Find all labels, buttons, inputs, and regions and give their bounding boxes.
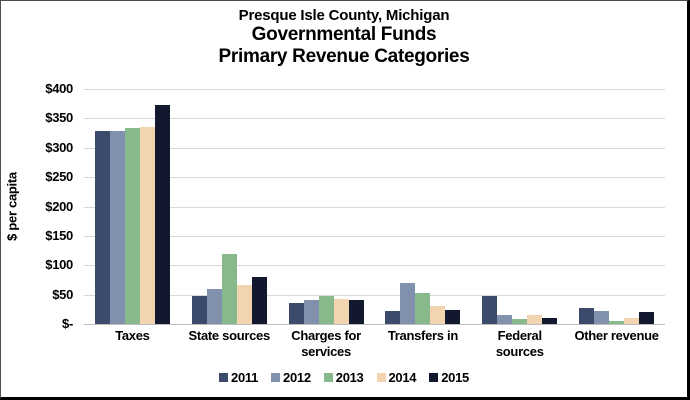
gridline: [84, 206, 665, 208]
y-tick-label: $250: [45, 169, 73, 185]
gridline: [84, 118, 665, 120]
y-tick-label: $50: [52, 286, 73, 302]
bar-group-state-sources: [181, 89, 278, 324]
y-tick-label: $100: [45, 257, 73, 273]
bar-2011-transfers-in: [385, 311, 401, 324]
y-tick-label: $200: [45, 198, 73, 214]
x-category-label: State sources: [188, 328, 271, 343]
legend-label-2014: 2014: [388, 370, 417, 385]
legend-marker-2011: [219, 373, 229, 382]
gridline: [84, 235, 665, 237]
gridline: [84, 294, 665, 296]
x-category-label: Transfers in: [387, 328, 458, 343]
bar-2014-other-revenue: [624, 318, 640, 324]
bar-2011-state-sources: [191, 296, 207, 324]
gridline: [84, 265, 665, 267]
legend-item-2013: 2013: [323, 370, 364, 385]
bar-2015-charges-for-services: [348, 300, 364, 324]
bar-2014-taxes: [139, 127, 155, 324]
bar-2015-taxes: [154, 105, 170, 324]
chart-title-block: Presque Isle County, Michigan Government…: [1, 7, 687, 68]
x-category-label: Charges for services: [291, 328, 361, 359]
legend-item-2011: 2011: [219, 370, 258, 385]
legend-item-2012: 2012: [271, 370, 311, 385]
legend-label-2012: 2012: [283, 370, 311, 385]
gridline: [84, 177, 665, 179]
bar-2011-federal-sources: [482, 296, 498, 324]
bar-2012-state-sources: [206, 289, 222, 324]
bar-group-other-revenue: [568, 89, 665, 324]
bar-group-transfers-in: [375, 89, 472, 324]
y-tick-label: $350: [45, 110, 73, 126]
bar-2013-other-revenue: [609, 321, 625, 324]
x-category-label: Taxes: [115, 328, 150, 343]
bar-2014-transfers-in: [430, 306, 446, 324]
gridline: [84, 89, 665, 90]
bar-2011-other-revenue: [579, 308, 595, 324]
bar-group-federal-sources: [471, 89, 568, 324]
legend-label-2015: 2015: [441, 370, 469, 385]
bar-2015-state-sources: [251, 277, 267, 324]
bar-2014-charges-for-services: [333, 299, 349, 324]
y-tick-label: $-: [62, 316, 73, 331]
legend-label-2013: 2013: [335, 370, 364, 385]
bar-2012-taxes: [109, 131, 125, 324]
bar-2011-charges-for-services: [288, 303, 304, 324]
bar-2012-charges-for-services: [303, 300, 319, 324]
bar-2012-transfers-in: [400, 283, 416, 324]
bar-2014-federal-sources: [527, 315, 543, 324]
legend-item-2014: 2014: [376, 370, 417, 385]
x-category-label: Other revenue: [574, 328, 659, 343]
chart-subtitle: Presque Isle County, Michigan: [238, 7, 450, 24]
bar-group-charges-for-services: [278, 89, 375, 324]
legend-marker-2015: [429, 373, 439, 382]
gridline: [84, 147, 665, 149]
bar-2013-federal-sources: [512, 319, 528, 324]
plot-area: [84, 89, 665, 325]
y-tick-label: $150: [45, 227, 73, 243]
legend-marker-2014: [376, 373, 386, 382]
chart-title-line3: Primary Revenue Categories: [218, 45, 470, 67]
bar-2011-taxes: [94, 131, 110, 324]
bar-2015-federal-sources: [542, 318, 558, 324]
y-tick-label: $400: [45, 81, 73, 96]
y-tick-label: $300: [45, 139, 73, 155]
bar-group-taxes: [84, 89, 181, 324]
legend-item-2015: 2015: [429, 370, 469, 385]
x-category-label: Federal sources: [495, 328, 544, 359]
legend-marker-2013: [323, 373, 333, 382]
bar-2013-state-sources: [221, 254, 237, 324]
bar-2013-taxes: [124, 128, 140, 324]
x-axis-line: [84, 324, 665, 325]
legend: 2011 2012 2013 2014 2015: [1, 370, 687, 385]
chart-title-line2: Governmental Funds: [251, 24, 437, 45]
bar-2012-federal-sources: [497, 315, 513, 324]
bar-2012-other-revenue: [594, 311, 610, 324]
bar-2015-other-revenue: [639, 312, 655, 324]
legend-label-2011: 2011: [231, 370, 259, 385]
legend-marker-2012: [271, 373, 281, 382]
bar-2013-charges-for-services: [318, 296, 334, 324]
bar-2014-state-sources: [236, 285, 252, 324]
bar-2013-transfers-in: [415, 293, 431, 324]
bar-2015-transfers-in: [445, 310, 461, 324]
